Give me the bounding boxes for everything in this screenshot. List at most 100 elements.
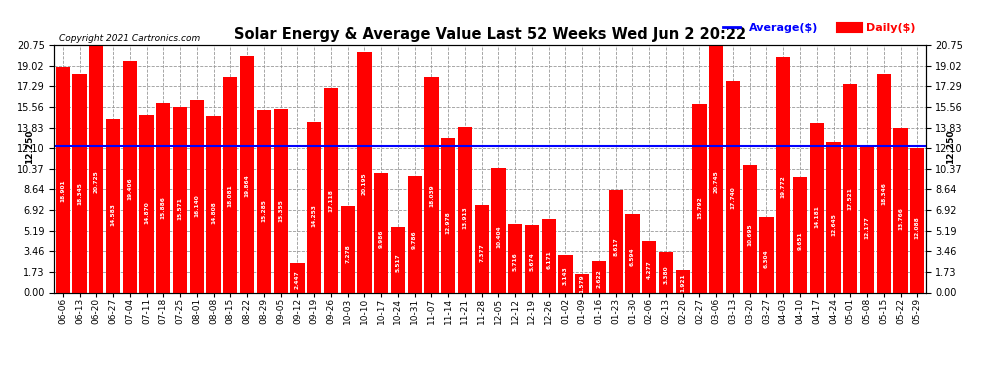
Text: 15.886: 15.886 xyxy=(160,196,166,219)
Text: 14.583: 14.583 xyxy=(111,203,116,226)
Text: 12.177: 12.177 xyxy=(864,216,869,238)
Text: 12.250: 12.250 xyxy=(25,129,34,164)
Bar xyxy=(860,147,874,292)
Bar xyxy=(474,204,489,292)
Bar xyxy=(491,168,506,292)
Text: 18.901: 18.901 xyxy=(60,180,65,203)
Text: 15.355: 15.355 xyxy=(278,199,283,222)
Text: 9.651: 9.651 xyxy=(798,231,803,250)
Bar xyxy=(525,225,540,292)
Bar xyxy=(793,177,807,292)
Text: 13.913: 13.913 xyxy=(462,207,467,229)
Text: 16.140: 16.140 xyxy=(194,195,199,217)
Text: 15.571: 15.571 xyxy=(177,198,182,220)
Text: 18.039: 18.039 xyxy=(429,184,434,207)
Bar xyxy=(324,88,338,292)
Bar xyxy=(508,224,523,292)
Text: 3.380: 3.380 xyxy=(663,265,668,284)
Bar xyxy=(89,45,103,292)
Bar xyxy=(442,138,455,292)
Bar xyxy=(425,77,439,292)
Bar xyxy=(457,126,472,292)
Text: 18.081: 18.081 xyxy=(228,184,233,207)
Bar xyxy=(558,255,572,292)
Text: 20.195: 20.195 xyxy=(362,173,367,195)
Bar xyxy=(709,45,724,292)
Bar xyxy=(659,252,673,292)
Text: 7.278: 7.278 xyxy=(346,244,350,263)
Text: 14.181: 14.181 xyxy=(814,205,820,228)
Text: 12.978: 12.978 xyxy=(446,211,450,234)
Bar xyxy=(759,217,773,292)
Bar xyxy=(592,261,606,292)
Text: 14.870: 14.870 xyxy=(145,201,149,224)
Text: 5.716: 5.716 xyxy=(513,252,518,271)
Text: 12.250: 12.250 xyxy=(946,129,955,164)
Bar xyxy=(542,219,555,292)
Bar xyxy=(692,104,707,292)
Bar xyxy=(240,56,254,292)
Text: 10.695: 10.695 xyxy=(747,224,752,246)
Title: Solar Energy & Average Value Last 52 Weeks Wed Jun 2 20:22: Solar Energy & Average Value Last 52 Wee… xyxy=(234,27,746,42)
Bar xyxy=(374,173,388,292)
Text: 20.725: 20.725 xyxy=(94,170,99,193)
Text: 19.772: 19.772 xyxy=(781,175,786,198)
Bar xyxy=(391,227,405,292)
Bar xyxy=(190,100,204,292)
Text: 4.277: 4.277 xyxy=(646,260,651,279)
Text: 17.118: 17.118 xyxy=(329,189,334,212)
Bar xyxy=(140,115,153,292)
Bar xyxy=(877,74,891,292)
Text: 20.745: 20.745 xyxy=(714,170,719,192)
Bar xyxy=(357,52,371,292)
Bar xyxy=(776,57,790,292)
Text: 9.786: 9.786 xyxy=(412,231,417,249)
Text: 13.766: 13.766 xyxy=(898,207,903,230)
Text: 14.253: 14.253 xyxy=(312,204,317,227)
Bar xyxy=(408,176,422,292)
Bar xyxy=(742,165,757,292)
Text: 3.143: 3.143 xyxy=(563,266,568,285)
Bar xyxy=(307,123,321,292)
Text: 15.792: 15.792 xyxy=(697,196,702,219)
Text: 14.808: 14.808 xyxy=(211,202,216,224)
Bar xyxy=(643,242,656,292)
Bar xyxy=(256,110,271,292)
Text: 9.986: 9.986 xyxy=(378,230,384,248)
Text: 5.517: 5.517 xyxy=(395,254,400,272)
Text: 12.645: 12.645 xyxy=(831,213,836,236)
Text: 8.617: 8.617 xyxy=(613,237,618,256)
Text: 18.345: 18.345 xyxy=(77,183,82,206)
Bar xyxy=(273,110,288,292)
Text: Copyright 2021 Cartronics.com: Copyright 2021 Cartronics.com xyxy=(58,33,200,42)
Text: 19.864: 19.864 xyxy=(245,174,249,197)
Text: 7.377: 7.377 xyxy=(479,243,484,262)
Text: 17.521: 17.521 xyxy=(847,187,852,210)
Bar xyxy=(72,74,87,292)
Bar xyxy=(626,214,640,292)
Text: 2.447: 2.447 xyxy=(295,270,300,289)
Text: 1.579: 1.579 xyxy=(580,275,585,293)
Text: 10.404: 10.404 xyxy=(496,225,501,248)
Bar xyxy=(123,61,137,292)
Bar xyxy=(810,123,824,292)
Bar xyxy=(156,103,170,292)
Text: 19.406: 19.406 xyxy=(128,177,133,200)
Text: 15.285: 15.285 xyxy=(261,199,266,222)
Text: 17.740: 17.740 xyxy=(731,186,736,209)
Text: 18.346: 18.346 xyxy=(881,183,886,206)
Bar xyxy=(341,206,354,292)
Bar xyxy=(106,118,120,292)
Text: 2.622: 2.622 xyxy=(596,269,602,288)
Text: 5.674: 5.674 xyxy=(530,253,535,272)
Bar xyxy=(910,148,925,292)
Bar xyxy=(893,128,908,292)
Bar xyxy=(290,263,305,292)
Text: 1.921: 1.921 xyxy=(680,273,685,291)
Bar xyxy=(827,142,841,292)
Text: 6.304: 6.304 xyxy=(764,249,769,268)
Bar xyxy=(843,84,857,292)
Bar xyxy=(726,81,741,292)
Legend: Average($), Daily($): Average($), Daily($) xyxy=(719,18,920,37)
Bar xyxy=(609,190,623,292)
